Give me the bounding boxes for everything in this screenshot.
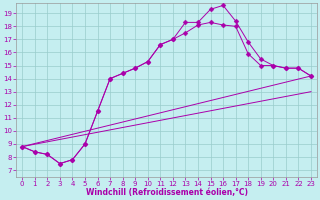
X-axis label: Windchill (Refroidissement éolien,°C): Windchill (Refroidissement éolien,°C) <box>85 188 248 197</box>
